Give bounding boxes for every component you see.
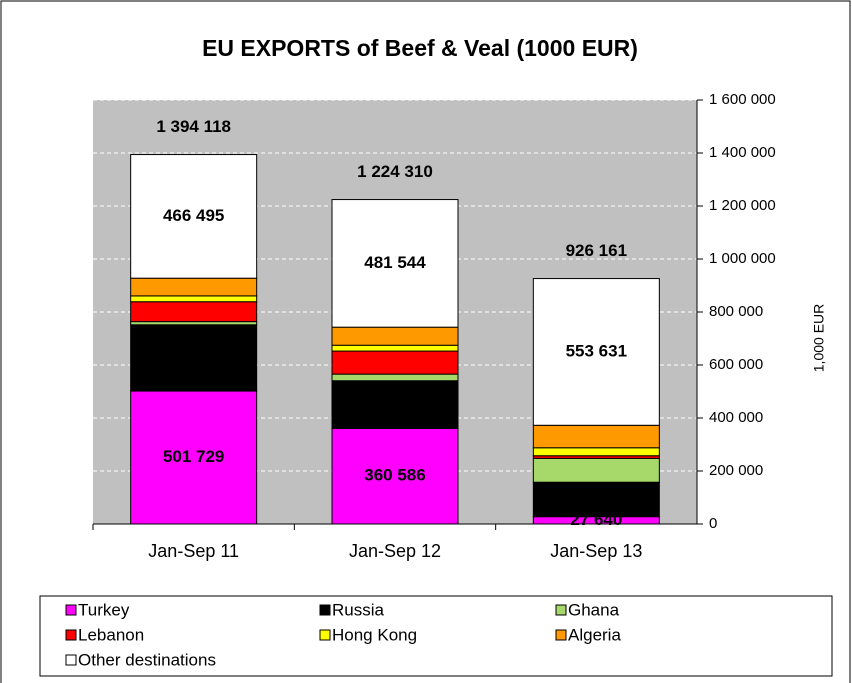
bar-segment (130, 277, 258, 297)
y-axis-label: 1,000 EUR (811, 304, 827, 372)
bar-segment (331, 344, 459, 352)
bar-segment (331, 350, 459, 375)
legend-swatch (555, 604, 567, 616)
x-tick-label: Jan-Sep 13 (550, 541, 642, 561)
bar-segment (331, 427, 459, 525)
legend-swatch (65, 629, 77, 641)
total-label: 1 394 118 (156, 117, 231, 136)
data-label: 466 495 (163, 206, 224, 225)
bar-segment (331, 373, 459, 382)
legend-label: Hong Kong (332, 625, 417, 644)
x-tick-label: Jan-Sep 11 (148, 541, 239, 561)
bar-segment (130, 154, 258, 279)
bar-segment (532, 424, 660, 449)
legend-label: Ghana (568, 600, 620, 619)
bar-segment (331, 199, 459, 328)
legend-label: Lebanon (78, 625, 144, 644)
y-tick-label: 800 000 (709, 303, 763, 320)
legend-label: Other destinations (78, 650, 216, 669)
y-tick-label: 200 000 (709, 462, 763, 479)
legend-swatch (65, 654, 77, 666)
y-tick-label: 600 000 (709, 356, 763, 373)
legend-label: Algeria (568, 625, 621, 644)
bar-segment (532, 278, 660, 426)
bar-segment (130, 295, 258, 303)
legend-box (39, 595, 833, 677)
legend-swatch (319, 629, 331, 641)
y-tick-label: 0 (709, 515, 717, 532)
bar-segment (532, 481, 660, 518)
y-tick-label: 400 000 (709, 409, 763, 426)
bar-segment (532, 447, 660, 457)
bar-segment (532, 457, 660, 483)
data-label: 481 544 (364, 253, 426, 272)
total-label: 926 161 (566, 241, 627, 260)
legend-label: Russia (332, 600, 385, 619)
bar-segment (331, 380, 459, 429)
data-label: 360 586 (364, 466, 425, 485)
bar-segment (130, 301, 258, 323)
chart-title: EU EXPORTS of Beef & Veal (1000 EUR) (202, 35, 638, 61)
y-tick-label: 1 600 000 (709, 91, 776, 108)
bar-segment (331, 326, 459, 346)
total-label: 1 224 310 (357, 162, 433, 181)
y-tick-label: 1 000 000 (709, 250, 776, 267)
legend-swatch (555, 629, 567, 641)
legend-label: Turkey (78, 600, 130, 619)
data-label: 501 729 (163, 447, 224, 466)
bar-segment (130, 324, 258, 392)
legend-swatch (65, 604, 77, 616)
y-tick-label: 1 400 000 (709, 144, 776, 161)
x-tick-label: Jan-Sep 12 (349, 541, 441, 561)
y-tick-label: 1 200 000 (709, 197, 776, 214)
data-label: 553 631 (566, 341, 627, 360)
legend-swatch (319, 604, 331, 616)
